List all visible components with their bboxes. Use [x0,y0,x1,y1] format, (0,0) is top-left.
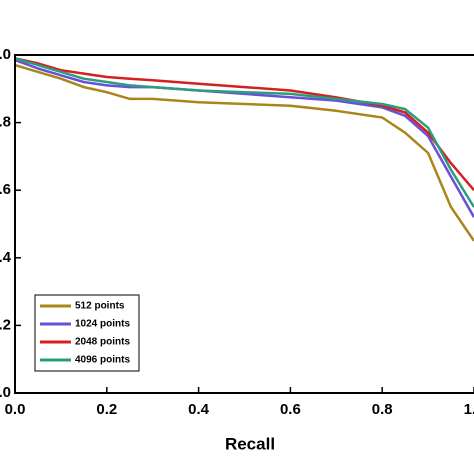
legend-box [34,294,140,372]
plot-frame [14,54,474,394]
legend-label: 512 points [75,301,125,312]
x-tick-label: 0.8 [372,401,393,418]
x-tick-label: 0.0 [5,401,26,418]
y-tick-label: 0.0 [0,384,11,401]
x-tick-label: 0.2 [96,401,117,418]
y-tick-label: 0.8 [0,114,11,131]
x-tick-label: 1.0 [464,401,474,418]
line-series [14,57,474,208]
legend-label: 1024 points [75,319,130,330]
y-tick-label: 1.0 [0,46,11,63]
y-tick-label: 0.4 [0,249,12,266]
x-axis-title: Recall [225,434,275,453]
legend-label: 2048 points [75,337,130,348]
x-tick-label: 0.4 [188,401,210,418]
x-tick-label: 0.6 [280,401,301,418]
y-tick-label: 0.2 [0,316,11,333]
legend-label: 4096 points [75,355,130,366]
line-series [14,57,474,192]
line-series [14,63,474,242]
line-series [14,58,474,218]
y-tick-label: 0.6 [0,181,11,198]
